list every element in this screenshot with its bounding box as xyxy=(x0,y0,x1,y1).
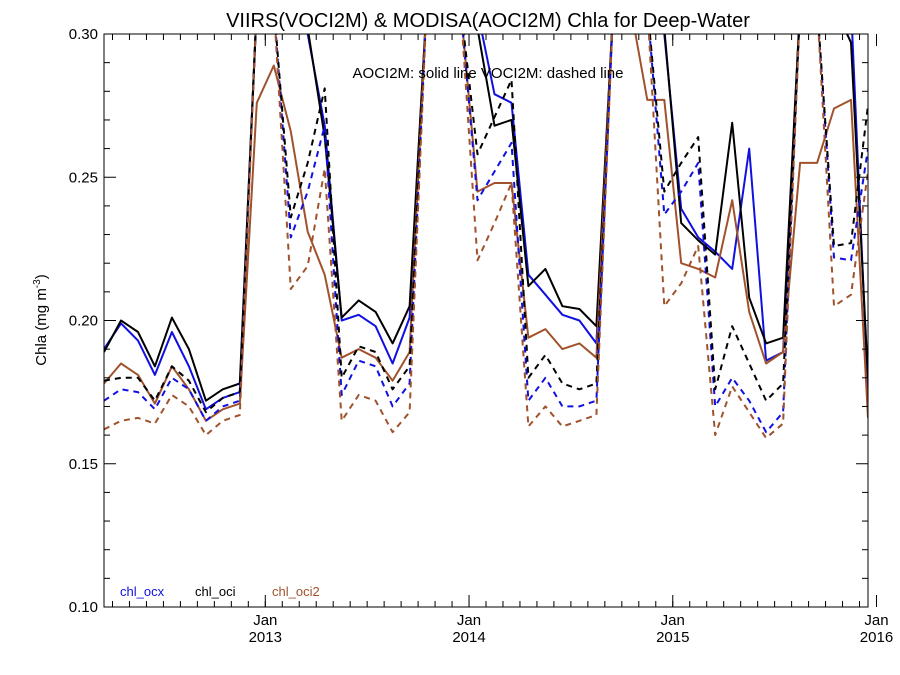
plot-frame xyxy=(103,33,869,608)
y-tick-label: 0.20 xyxy=(69,313,98,330)
series-layer xyxy=(104,34,868,439)
x-tick-label-year: 2016 xyxy=(860,629,893,646)
axes: 0.100.150.200.250.30Jan2013Jan2014Jan201… xyxy=(69,26,893,646)
series-line-voci2m-chl-oci2 xyxy=(104,34,868,439)
y-axis-label-close: ) xyxy=(33,274,50,279)
legend-item-chl-oci: chl_oci xyxy=(195,584,236,599)
y-tick-label: 0.25 xyxy=(69,169,98,186)
y-tick-label: 0.15 xyxy=(69,456,98,473)
series-line-voci2m-chl-oci xyxy=(104,34,868,414)
x-tick-label-year: 2013 xyxy=(249,629,282,646)
y-tick-label: 0.30 xyxy=(69,26,98,43)
y-axis-label-text: Chla (mg m xyxy=(33,288,50,366)
legend-item-chl-ocx: chl_ocx xyxy=(120,584,165,599)
x-tick-label-year: 2015 xyxy=(656,629,689,646)
x-tick-label-month: Jan xyxy=(457,612,481,629)
x-tick-label-month: Jan xyxy=(253,612,277,629)
legend-item-chl-oci2: chl_oci2 xyxy=(272,584,320,599)
y-tick-label: 0.10 xyxy=(69,599,98,616)
x-tick-label-month: Jan xyxy=(661,612,685,629)
line-style-note: AOCI2M: solid line VOCI2M: dashed line xyxy=(353,65,624,82)
legend: chl_ocx chl_oci chl_oci2 xyxy=(120,584,320,599)
series-line-aoci2m-chl-oci xyxy=(104,34,868,402)
y-axis-label-sup: -3 xyxy=(32,279,43,288)
x-tick-label-month: Jan xyxy=(864,612,888,629)
chart-title: VIIRS(VOCI2M) & MODISA(AOCI2M) Chla for … xyxy=(226,10,750,32)
y-axis-label: Chla (mg m-3) xyxy=(32,274,50,365)
x-tick-label-year: 2014 xyxy=(452,629,485,646)
series-line-aoci2m-chl-oci2 xyxy=(104,34,868,422)
